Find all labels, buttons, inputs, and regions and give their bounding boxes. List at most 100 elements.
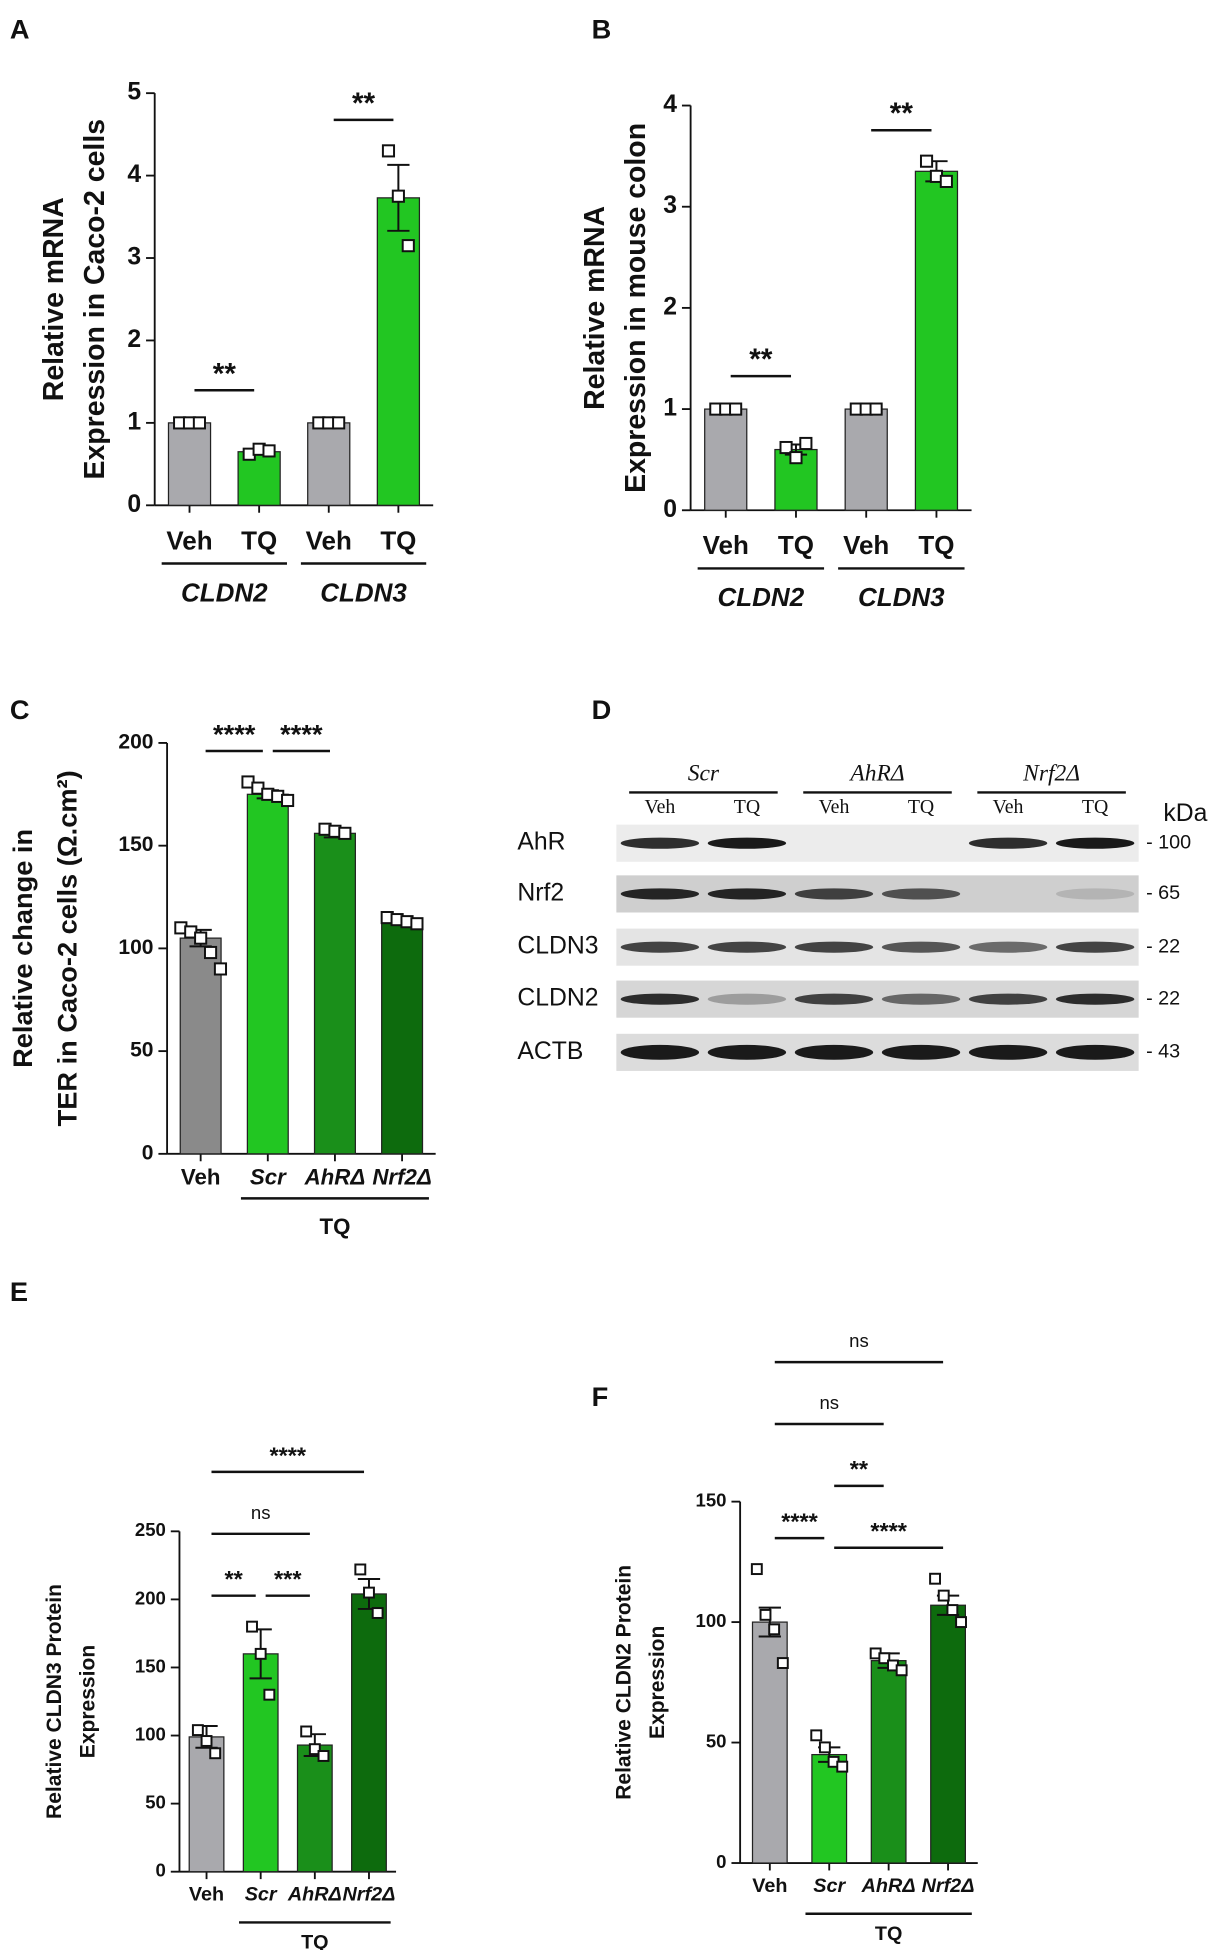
data-point xyxy=(810,1729,823,1742)
blot-strip xyxy=(616,928,1139,966)
x-tick-label: TQ xyxy=(918,530,954,560)
data-point xyxy=(262,444,276,458)
significance-label: ** xyxy=(352,87,376,120)
x-tick-label: Scr xyxy=(250,1164,287,1189)
size-marker: - 100 xyxy=(1146,831,1191,853)
data-point xyxy=(750,1563,763,1576)
y-tick-label: 50 xyxy=(130,1039,153,1062)
bar xyxy=(870,1660,907,1864)
data-point xyxy=(779,440,793,455)
y-tick-label: 50 xyxy=(706,1730,727,1751)
bar xyxy=(381,921,424,1155)
panel-letter: B xyxy=(592,13,612,44)
data-point xyxy=(937,1589,950,1602)
panel-letter: F xyxy=(592,1381,609,1412)
blot-band xyxy=(707,888,787,900)
y-axis-label: Relative CLDN3 Protein xyxy=(43,1584,66,1819)
data-point xyxy=(955,1616,967,1629)
data-point xyxy=(246,1620,258,1633)
y-tick-label: 4 xyxy=(127,161,141,188)
data-point xyxy=(776,1657,789,1669)
group-label: CLDN2 xyxy=(718,582,805,612)
group-label: CLDN2 xyxy=(181,577,268,607)
data-point xyxy=(381,144,396,158)
row-label: ACTB xyxy=(517,1038,583,1065)
blot-band xyxy=(707,1044,787,1060)
data-point xyxy=(391,189,405,203)
y-tick-label: 100 xyxy=(135,1723,166,1744)
x-tick-label: TQ xyxy=(778,530,814,560)
x-tick-label: Veh xyxy=(703,530,749,560)
y-tick-label: 0 xyxy=(127,491,141,518)
y-axis-label: Expression in Caco-2 cells xyxy=(79,119,111,480)
significance-label: **** xyxy=(280,718,323,749)
blot-band xyxy=(1055,1044,1135,1060)
significance-label: **** xyxy=(870,1518,907,1544)
unit-label: kDa xyxy=(1163,800,1207,827)
blot-band xyxy=(968,837,1048,849)
blot-strip xyxy=(616,875,1139,913)
y-tick-label: 250 xyxy=(135,1519,166,1540)
blot-band xyxy=(620,993,700,1005)
x-tick-label: Nrf2Δ xyxy=(372,1164,432,1189)
y-tick-label: 1 xyxy=(663,395,677,422)
blot-band xyxy=(968,941,1048,953)
data-point xyxy=(308,1743,321,1756)
blot-band xyxy=(968,993,1048,1005)
significance-label: ** xyxy=(850,1456,869,1482)
y-tick-label: 3 xyxy=(663,192,677,219)
significance-label: ** xyxy=(890,97,914,130)
group-label: CLDN3 xyxy=(858,582,945,612)
y-axis-label: Expression in mouse colon xyxy=(620,123,652,493)
blot-group-label: AhRΔ xyxy=(848,761,904,787)
blot-band xyxy=(881,888,961,900)
blot-band xyxy=(881,941,961,953)
group-label: TQ xyxy=(875,1923,903,1945)
data-point xyxy=(869,402,883,416)
bar xyxy=(914,170,959,511)
significance-label: ns xyxy=(849,1330,869,1351)
lane-label: TQ xyxy=(734,796,760,818)
data-point xyxy=(768,1623,781,1636)
data-point xyxy=(254,1647,267,1660)
x-tick-label: Veh xyxy=(189,1883,224,1905)
group-label: TQ xyxy=(319,1214,350,1239)
y-tick-label: 50 xyxy=(145,1792,166,1813)
x-tick-label: Scr xyxy=(813,1875,846,1897)
blot-band xyxy=(794,993,874,1005)
data-point xyxy=(946,1604,959,1616)
y-tick-label: 100 xyxy=(696,1610,727,1631)
x-tick-label: Veh xyxy=(306,525,352,555)
data-point xyxy=(929,1572,941,1585)
y-tick-label: 0 xyxy=(663,496,677,523)
bar xyxy=(167,422,212,506)
significance-label: ** xyxy=(224,1566,243,1592)
data-point xyxy=(281,793,295,808)
y-tick-label: 4 xyxy=(663,91,677,118)
y-tick-label: 0 xyxy=(156,1860,166,1881)
data-point xyxy=(191,1724,204,1737)
data-point xyxy=(317,1750,330,1762)
data-point xyxy=(939,174,953,188)
significance-label: **** xyxy=(213,718,256,749)
blot-band xyxy=(881,1044,961,1060)
significance-label: **** xyxy=(781,1508,818,1534)
blot-band xyxy=(620,941,700,953)
y-tick-label: 0 xyxy=(716,1851,726,1872)
y-axis-label: Relative mRNA xyxy=(579,206,611,410)
x-tick-label: Scr xyxy=(245,1883,278,1905)
data-point xyxy=(354,1563,367,1576)
x-tick-label: Veh xyxy=(752,1875,787,1897)
y-tick-label: 3 xyxy=(127,244,141,271)
significance-label: ns xyxy=(251,1502,271,1523)
significance-label: ** xyxy=(749,343,773,376)
data-point xyxy=(300,1725,313,1738)
x-tick-label: AhRΔ xyxy=(861,1875,916,1897)
y-tick-label: 150 xyxy=(118,833,153,856)
y-tick-label: 150 xyxy=(696,1490,727,1511)
data-point xyxy=(338,826,352,840)
data-point xyxy=(192,416,206,430)
y-tick-label: 0 xyxy=(142,1141,154,1164)
y-axis-label: Relative mRNA xyxy=(38,197,70,401)
